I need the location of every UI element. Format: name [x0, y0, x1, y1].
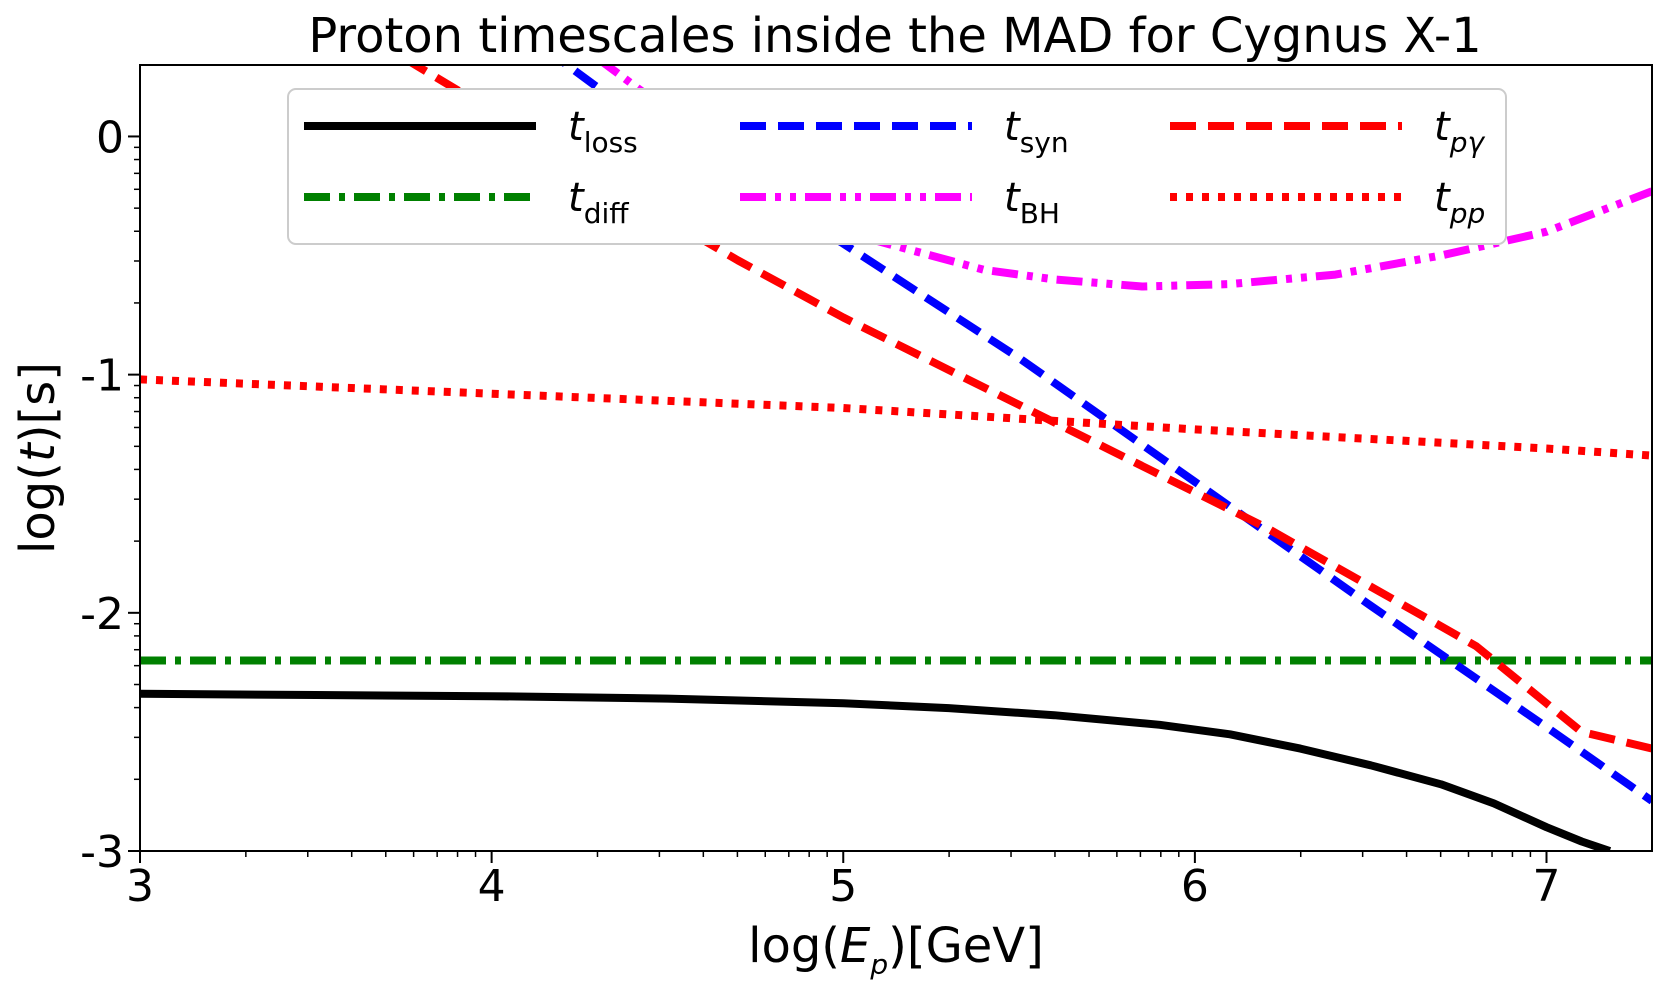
- axes-ticks: 3 4 5 6 7 -3 -2 -1 0: [80, 112, 1560, 912]
- y-tick-label: -1: [80, 351, 124, 402]
- x-tick-label: 3: [126, 861, 154, 912]
- x-tick-label: 5: [829, 861, 857, 912]
- legend-label-loss: tloss: [568, 104, 638, 159]
- series-line-pp: [140, 375, 1652, 460]
- x-axis-label-variable: E: [840, 918, 871, 974]
- y-tick-label: -3: [80, 827, 124, 878]
- y-tick-label: -2: [80, 589, 124, 640]
- x-tick-label: 7: [1533, 861, 1561, 912]
- legend-label-pp: tpp: [1434, 175, 1485, 230]
- x-axis-label-suffix: )[GeV]: [888, 918, 1044, 974]
- x-axis-label-subscript: p: [869, 948, 888, 981]
- legend-label-syn: tsyn: [1004, 104, 1069, 159]
- plot-frame: [139, 64, 1653, 852]
- legend-box: [287, 88, 1507, 245]
- y-axis-label: log(t)[s]: [10, 362, 66, 554]
- x-axis-label-prefix: log(: [748, 918, 840, 974]
- legend-label-BH: tBH: [1004, 175, 1060, 230]
- y-tick-label: 0: [96, 112, 124, 163]
- x-axis-label: log(Ep)[GeV]: [748, 918, 1044, 981]
- legend-label-pg: tpγ: [1434, 104, 1485, 159]
- legend-label-diff: tdiff: [568, 175, 629, 230]
- chart-title: Proton timescales inside the MAD for Cyg…: [308, 8, 1481, 64]
- legend: tloss tdiff tsyn tBH tpγ tpp: [287, 88, 1507, 245]
- y-axis-label-prefix: log(: [10, 462, 66, 554]
- x-tick-label: 6: [1181, 861, 1209, 912]
- y-axis-label-suffix: )[s]: [10, 362, 66, 443]
- y-axis-label-variable: t: [10, 441, 66, 462]
- series-line-loss: [140, 689, 1612, 851]
- x-tick-label: 4: [478, 861, 506, 912]
